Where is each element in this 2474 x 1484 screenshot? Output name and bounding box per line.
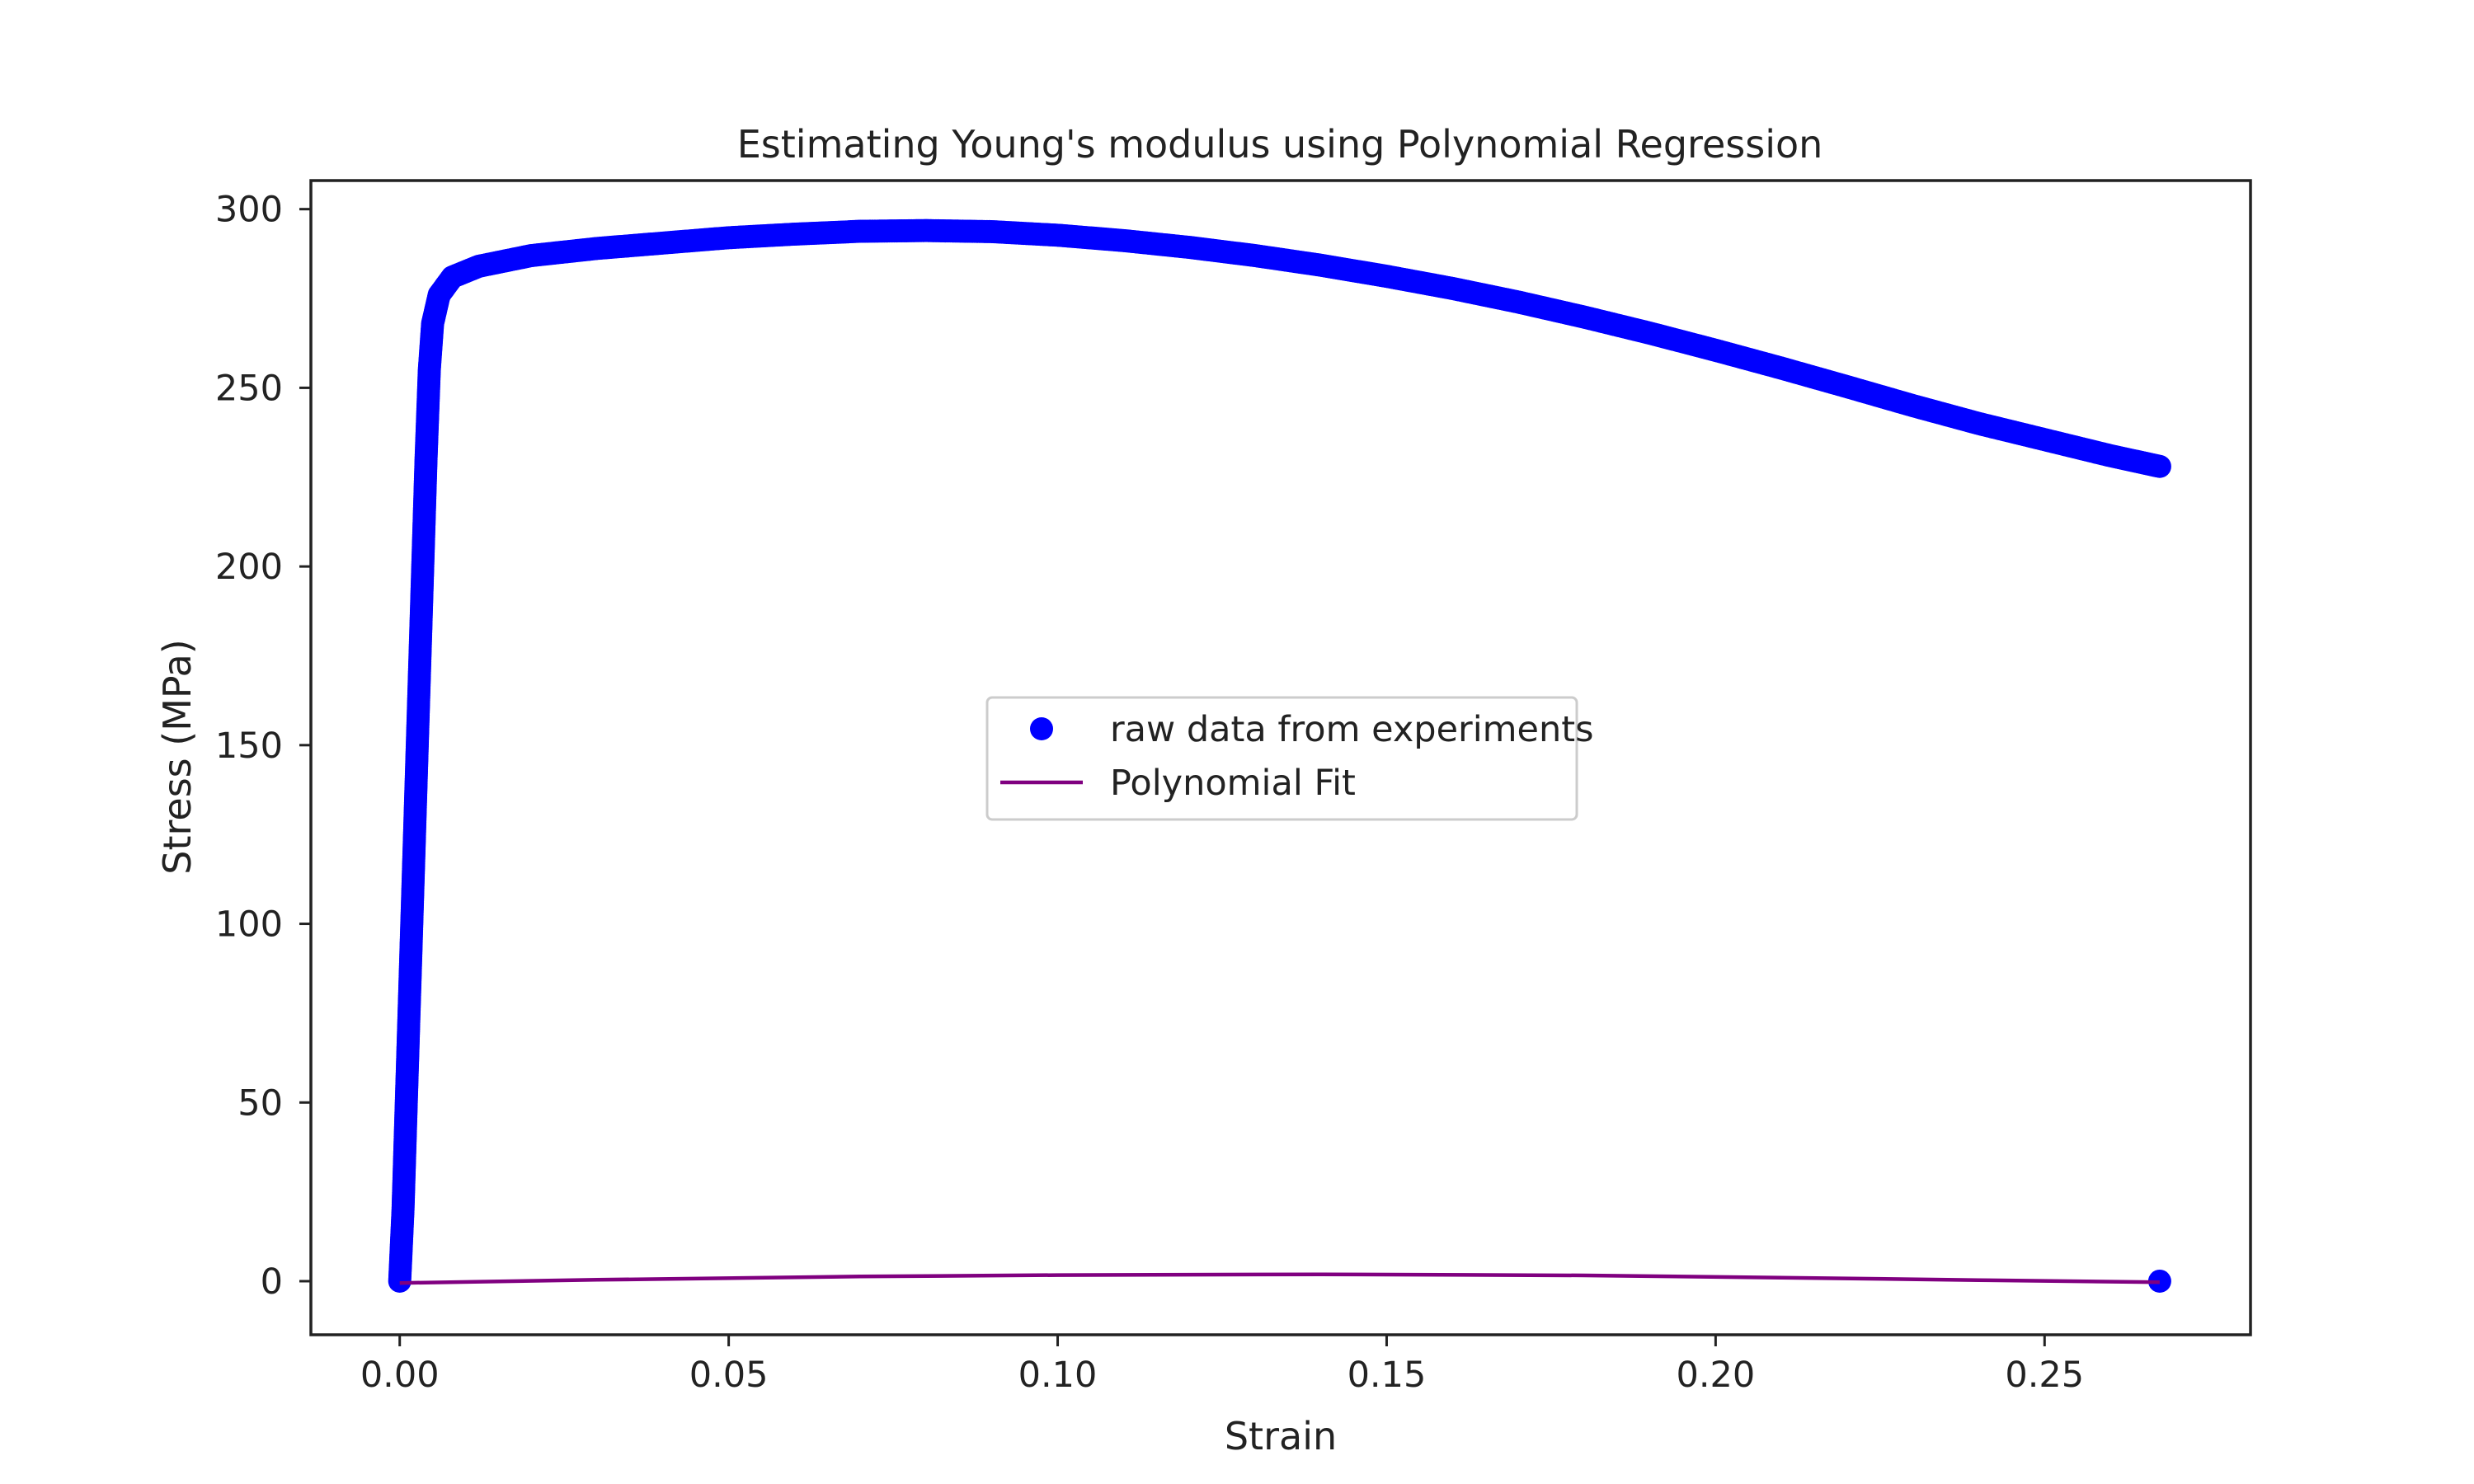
series-line-polynomial-fit [399, 1272, 2160, 1285]
x-axis-title: Strain [1225, 1414, 1337, 1458]
y-axis-title: Stress (MPa) [155, 639, 200, 874]
x-tick-label: 0.20 [1676, 1355, 1755, 1396]
legend-marker-raw-data [1030, 717, 1053, 740]
data-point [2147, 454, 2171, 478]
y-tick-label: 150 [215, 726, 283, 767]
y-tick-label: 100 [215, 904, 283, 946]
y-tick-label: 250 [215, 368, 283, 409]
y-tick-label: 0 [261, 1261, 283, 1303]
y-tick-label: 300 [215, 190, 283, 231]
x-tick-label: 0.10 [1018, 1355, 1098, 1396]
chart-title: Estimating Young's modulus using Polynom… [737, 122, 1823, 167]
legend-label-polynomial-fit: Polynomial Fit [1110, 763, 1356, 804]
plot-data [388, 218, 2171, 1293]
plot-frame [309, 179, 2252, 1336]
y-tick-label: 50 [238, 1082, 283, 1124]
x-tick-label: 0.25 [2005, 1355, 2084, 1396]
x-tick-label: 0.15 [1348, 1355, 1427, 1396]
x-tick-label: 0.05 [689, 1355, 769, 1396]
x-axis: 0.00 0.05 0.10 0.15 0.20 0.25 [360, 1335, 2084, 1396]
legend-box [985, 696, 1578, 821]
y-axis: 0 50 100 150 200 250 300 [215, 190, 311, 1303]
legend-label-raw-data: raw data from experiments [1110, 709, 1594, 750]
y-tick-label: 200 [215, 547, 283, 588]
legend: raw data from experiments Polynomial Fit [985, 696, 1594, 821]
x-tick-label: 0.00 [360, 1355, 440, 1396]
